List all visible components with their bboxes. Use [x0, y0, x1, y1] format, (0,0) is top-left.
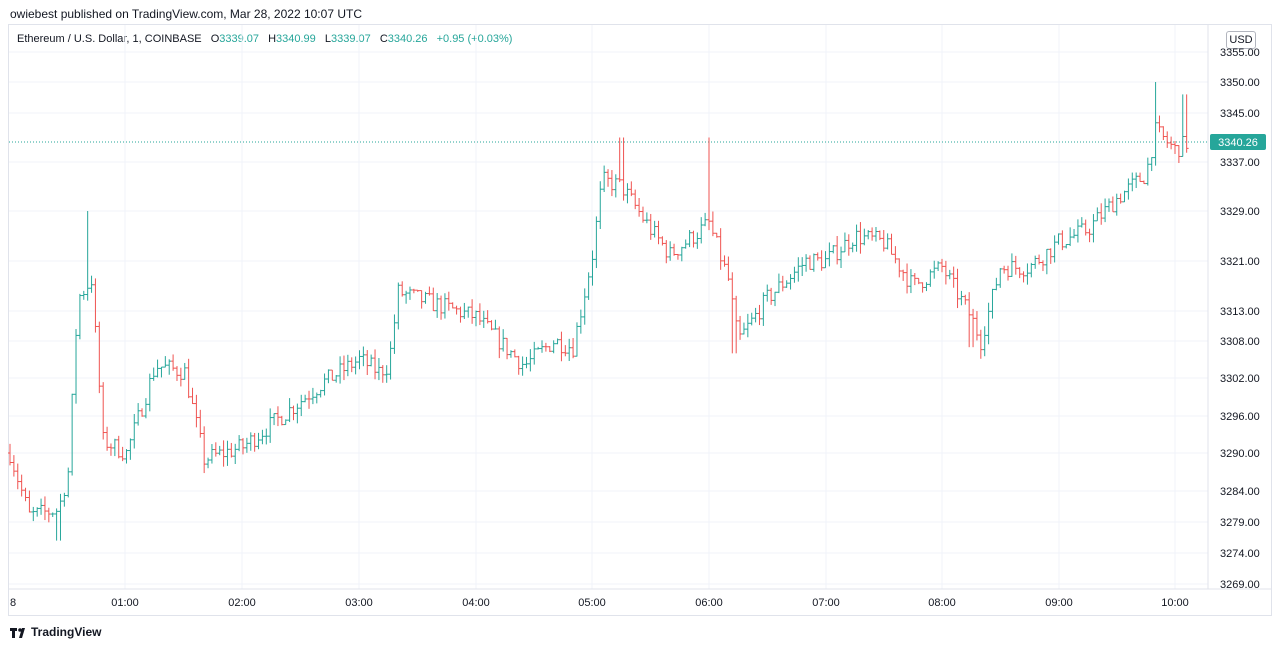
x-tick-label: 8: [10, 597, 16, 609]
currency-button[interactable]: USD: [1226, 31, 1256, 49]
change-value: +0.95 (+0.03%): [436, 33, 513, 45]
y-tick-label: 3296.00: [1220, 411, 1260, 423]
y-tick-label: 3274.00: [1220, 548, 1260, 560]
y-tick-label: 3284.00: [1220, 486, 1260, 498]
current-price-label: 3340.26: [1218, 137, 1258, 149]
y-tick-label: 3350.00: [1220, 77, 1260, 89]
high-label: H: [268, 33, 277, 45]
high-value: 3340.99: [276, 33, 316, 45]
low-label: L: [324, 33, 331, 45]
close-value: 3340.26: [387, 33, 428, 45]
x-tick-label: 10:00: [1161, 597, 1189, 609]
y-tick-label: 3302.00: [1220, 373, 1260, 385]
tradingview-icon: [10, 627, 25, 638]
y-tick-label: 3329.00: [1220, 206, 1260, 218]
x-tick-label: 01:00: [111, 597, 139, 609]
current-price-tag: [1210, 134, 1266, 151]
x-tick-label: 06:00: [695, 597, 723, 609]
x-tick-label: 09:00: [1045, 597, 1073, 609]
low-value: 3339.07: [330, 33, 371, 45]
x-tick-label: 04:00: [462, 597, 490, 609]
open-value: 3339.07: [219, 33, 260, 45]
x-tick-label: 02:00: [228, 597, 256, 609]
symbol-legend[interactable]: Ethereum / U.S. Dollar, 1, COINBASE O333…: [17, 33, 512, 45]
brand-name: TradingView: [31, 625, 102, 639]
x-tick-label: 08:00: [928, 597, 956, 609]
x-tick-label: 05:00: [578, 597, 606, 609]
symbol-name: Ethereum / U.S. Dollar, 1, COINBASE: [17, 33, 202, 45]
publisher-line: owiebest published on TradingView.com, M…: [10, 7, 362, 21]
y-tick-label: 3321.00: [1220, 256, 1260, 268]
y-tick-label: 3308.00: [1220, 336, 1260, 348]
y-tick-label: 3345.00: [1220, 108, 1260, 120]
close-label: C: [379, 33, 388, 45]
y-tick-label: 3313.00: [1220, 306, 1260, 318]
chart-frame: [8, 24, 1272, 616]
y-tick-label: 3279.00: [1220, 517, 1260, 529]
x-tick-label: 03:00: [345, 597, 373, 609]
y-tick-label: 3269.00: [1220, 579, 1260, 591]
y-tick-label: 3355.00: [1220, 47, 1260, 59]
x-tick-label: 07:00: [812, 597, 840, 609]
y-tick-label: 3290.00: [1220, 448, 1260, 460]
tradingview-logo[interactable]: TradingView: [10, 625, 101, 639]
open-label: O: [210, 33, 220, 45]
y-tick-label: 3337.00: [1220, 157, 1260, 169]
